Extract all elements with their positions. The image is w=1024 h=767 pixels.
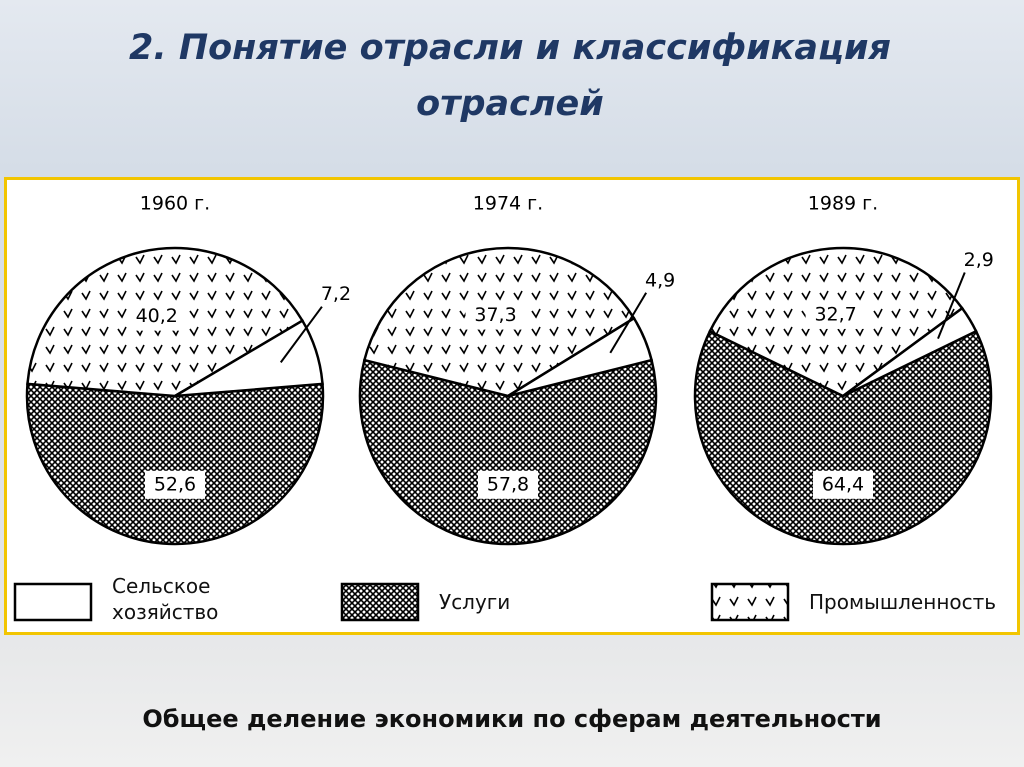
legend-swatch	[13, 582, 93, 622]
chart-frame: 1960 г. 52,6 40,2 7,2 1974 г. 57,8 37,3 4,9 1989…	[4, 177, 1020, 635]
label-bg	[465, 301, 526, 330]
chart: 1960 г. 52,6 40,2 7,2 1974 г. 57,8 37,3 4,9 1989…	[13, 193, 994, 622]
pie-slice	[693, 329, 993, 546]
pie-title: 1974 г.	[473, 193, 543, 215]
label-bg	[145, 470, 205, 499]
data-label: 32,7	[814, 303, 856, 325]
caption: Общее деление экономики по сферам деятел…	[142, 705, 882, 733]
data-label: 64,4	[822, 473, 864, 495]
label-bg	[478, 470, 538, 499]
data-label: 7,2	[321, 283, 351, 305]
pie-title: 1960 г.	[140, 193, 210, 215]
data-label: 52,6	[154, 473, 196, 495]
data-label: 4,9	[645, 269, 675, 291]
pie-slice	[174, 318, 324, 398]
leader-line	[937, 272, 966, 339]
data-label: 40,2	[136, 305, 178, 327]
pie-slice	[358, 358, 658, 546]
pie-slice	[842, 306, 978, 398]
data-label: 37,3	[474, 304, 516, 326]
slide-title: 2. Понятие отрасли и классификация отрас…	[129, 28, 891, 124]
label-bg	[813, 470, 873, 499]
data-label: 2,9	[964, 249, 994, 271]
label-bg	[805, 300, 866, 329]
pie-title: 1989 г.	[808, 193, 878, 215]
leader-line	[279, 306, 323, 363]
legend-label: Услуги	[439, 590, 511, 614]
pie-slice	[507, 316, 654, 398]
data-label: 57,8	[487, 473, 529, 495]
leader-line	[609, 292, 648, 354]
legend-swatch	[710, 582, 790, 622]
label-bg	[126, 302, 187, 331]
pie-slice	[25, 382, 325, 546]
legend-label: Сельское хозяйство	[112, 574, 219, 624]
legend-swatch	[340, 582, 420, 622]
legend-label: Промышленность	[809, 590, 997, 614]
